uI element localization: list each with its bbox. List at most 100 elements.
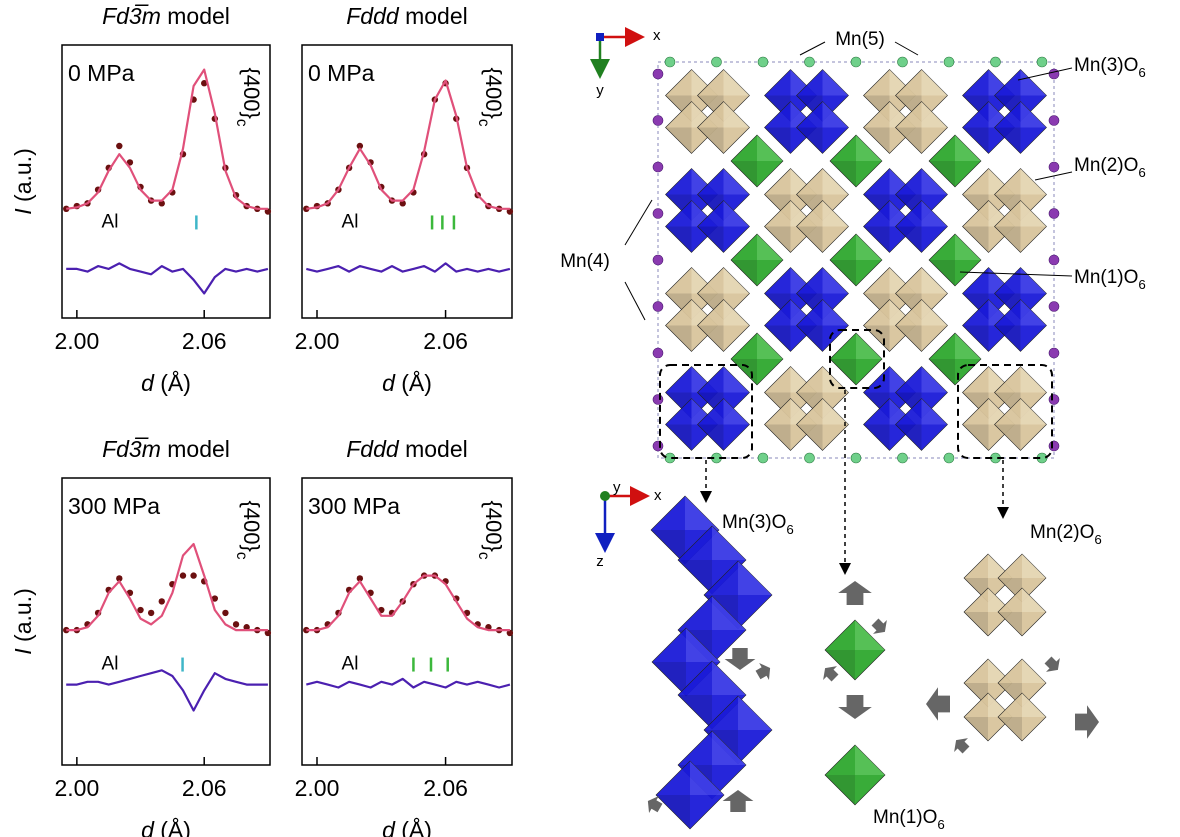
leader-line [800, 42, 825, 55]
mn5-atom [758, 453, 768, 463]
reflection-label: {400}c [475, 67, 506, 126]
observed-point [233, 621, 239, 627]
pressure-label: 300 MPa [68, 493, 160, 519]
reflection-label: {400}c [233, 67, 264, 126]
axis-origin [596, 33, 604, 41]
observed-point [116, 143, 122, 149]
plain-part: (a.u.) [10, 588, 36, 648]
plain-part: (Å) [395, 816, 432, 837]
mn4-atom [653, 162, 663, 172]
mn1-detail-octahedron-facet [825, 775, 855, 805]
displacement-arrow [1075, 705, 1099, 739]
mn4-atom [1049, 209, 1059, 219]
x-axis-label: d (Å) [141, 369, 191, 396]
detail-label: Mn(1)O6 [873, 807, 945, 832]
site-label-sub: 6 [1138, 65, 1145, 80]
displacement-arrow [838, 581, 872, 605]
mn5-atom [1037, 57, 1047, 67]
displacement-arrow [725, 648, 756, 670]
mn4-atom [653, 348, 663, 358]
selection-box [958, 365, 1052, 458]
mn4-atom [1049, 395, 1059, 405]
mn4-atom [1049, 69, 1059, 79]
plain-part: model [161, 436, 230, 462]
mn5-atom [898, 57, 908, 67]
detail-label-sub: 6 [937, 817, 944, 832]
mn2-detail-octahedron-facet [1022, 554, 1046, 578]
site-label-main: Mn(5) [835, 29, 885, 50]
x-axis-label: d (Å) [382, 369, 432, 396]
mn3-chain-octahedron-facet [685, 496, 719, 530]
panel-title: Fddd model [346, 436, 467, 462]
mn5-atom [712, 57, 722, 67]
mn2-detail-octahedron-facet [1022, 693, 1046, 717]
detail-label-main: Mn(2)O [1030, 522, 1094, 543]
mn-atom [1002, 109, 1007, 114]
mn3-chain-octahedron-facet [656, 795, 690, 829]
pressure-label: 0 MPa [308, 60, 375, 86]
y-axis-label: I (a.u.) [10, 148, 36, 214]
phase-label: Al [102, 211, 119, 232]
x-axis-label: d (Å) [141, 816, 191, 837]
x-tick-label: 2.00 [295, 328, 340, 354]
x-tick-label: 2.06 [423, 775, 468, 801]
observed-point [190, 572, 196, 578]
mn2-detail-octahedron-facet [964, 612, 988, 636]
reflection-label-main: {400} [239, 67, 264, 118]
detail-label: Mn(3)O6 [722, 512, 794, 537]
difference-line [306, 679, 510, 688]
x-tick-label: 2.00 [54, 775, 99, 801]
mn2-detail-octahedron-facet [1022, 659, 1046, 683]
site-label: Mn(5) [835, 29, 885, 50]
leader-line [895, 42, 918, 55]
axis-origin [600, 491, 610, 501]
leader-line [1018, 68, 1072, 80]
mn3-chain-octahedron-facet [678, 560, 712, 594]
difference-line [66, 263, 268, 293]
observed-point [148, 610, 154, 616]
mn2-detail-octahedron-facet [964, 717, 988, 741]
x-tick-label: 2.06 [182, 775, 227, 801]
mn5-atom [851, 453, 861, 463]
plain-part: (Å) [154, 369, 191, 396]
mn-atom [903, 208, 908, 213]
mn3-chain-octahedron-facet [738, 561, 772, 595]
mn-atom [804, 307, 809, 312]
mn4-atom [1049, 302, 1059, 312]
x-tick-label: 2.06 [423, 328, 468, 354]
mn5-atom [851, 57, 861, 67]
phase-label: Al [102, 654, 119, 675]
mn-atom [903, 109, 908, 114]
reflection-label-sub: c [233, 552, 250, 560]
mn4-atom [1049, 116, 1059, 126]
reflection-label-main: {400} [239, 500, 264, 551]
mn5-atom [944, 453, 954, 463]
mn-atom [903, 406, 908, 411]
reflection-label-sub: c [475, 119, 492, 127]
mn-atom [804, 208, 809, 213]
mn-atom [705, 208, 710, 213]
selection-box [660, 365, 752, 458]
site-label-main: Mn(4) [560, 251, 610, 272]
mn4-atom [1049, 348, 1059, 358]
mn3-chain-octahedron-facet [678, 695, 712, 729]
mn4-atom [653, 69, 663, 79]
site-label-sub: 6 [1138, 165, 1145, 180]
phase-label: Al [342, 211, 359, 232]
reflection-label: {400}c [233, 500, 264, 559]
italic-part: Fddd [346, 3, 400, 29]
mn3-chain-octahedron-facet [738, 696, 772, 730]
displacement-arrow [868, 615, 892, 639]
displacement-arrow [818, 661, 842, 685]
reflection-label-main: {400} [481, 500, 506, 551]
mn-atom [1002, 307, 1007, 312]
pressure-label: 0 MPa [68, 60, 135, 86]
plain-part: (Å) [395, 369, 432, 396]
leader-line [625, 200, 652, 245]
mn-atom [705, 109, 710, 114]
leader-line [625, 282, 645, 320]
detail-label-main: Mn(1)O [873, 807, 937, 828]
mn5-atom [991, 57, 1001, 67]
site-label: Mn(4) [560, 251, 610, 272]
mn5-atom [898, 453, 908, 463]
